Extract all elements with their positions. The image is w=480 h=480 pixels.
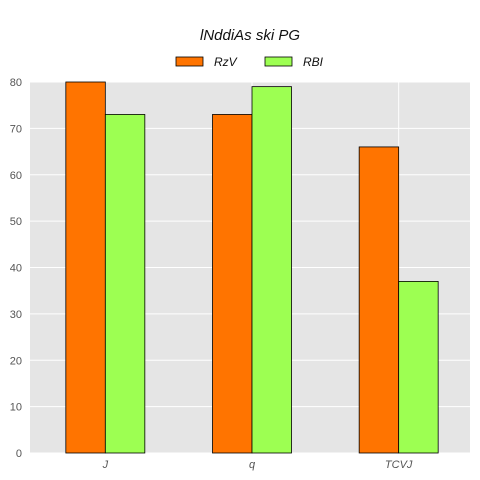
y-tick-label: 70 — [10, 123, 22, 135]
legend-label-RBI: RBI — [303, 55, 324, 69]
y-tick-label: 0 — [16, 448, 22, 460]
bar-RzV-J — [65, 81, 106, 454]
y-axis-ticks: 0 10 20 30 40 50 60 70 80 — [10, 77, 22, 460]
legend-swatch-RBI — [264, 56, 293, 67]
y-tick-label: 50 — [10, 216, 22, 228]
y-tick-label: 60 — [10, 170, 22, 182]
y-tick-label: 40 — [10, 263, 22, 275]
chart-title: lNddiAs ski PG — [200, 27, 300, 44]
y-tick-label: 80 — [10, 77, 22, 89]
legend-label-RzV: RzV — [214, 55, 238, 69]
y-tick-label: 20 — [10, 355, 22, 367]
bars — [65, 81, 439, 454]
x-tick-label: TCVJ — [385, 459, 413, 471]
legend-swatch-RzV — [175, 56, 204, 67]
y-tick-label: 30 — [10, 309, 22, 321]
bar-RzV-TCVJ — [358, 146, 400, 454]
y-tick-label: 10 — [10, 402, 22, 414]
x-tick-label: q — [249, 459, 256, 471]
bar-RBI-q — [251, 86, 292, 454]
bar-RBI-J — [104, 114, 146, 454]
legend: RzV RBI — [175, 55, 324, 69]
bar-RBI-TCVJ — [398, 281, 439, 454]
x-tick-label: J — [102, 459, 109, 471]
bar-RzV-q — [212, 114, 253, 454]
